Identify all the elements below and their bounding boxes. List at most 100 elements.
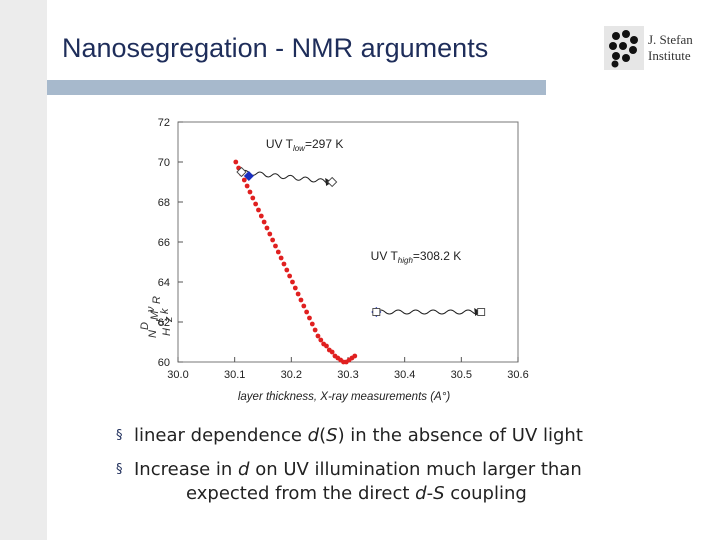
data-point bbox=[261, 219, 267, 225]
ylabel-fragment: D bbox=[139, 322, 151, 330]
data-point bbox=[292, 285, 298, 291]
ylabel-fragment: M bbox=[149, 310, 161, 320]
bullet-1-marker: § bbox=[116, 428, 123, 443]
data-point bbox=[307, 315, 312, 321]
bullet-text-run: on UV illumination much larger than bbox=[249, 459, 582, 480]
data-point bbox=[287, 273, 293, 279]
data-point bbox=[301, 303, 307, 309]
data-point bbox=[270, 237, 276, 243]
x-tick-label: 30.2 bbox=[281, 369, 302, 381]
data-point bbox=[329, 349, 335, 355]
ylabel-fragment: ν bbox=[145, 306, 157, 312]
data-point bbox=[244, 183, 250, 189]
institute-logo-icon bbox=[609, 30, 638, 68]
bullet-text-run: ) in the absence of UV light bbox=[337, 425, 583, 446]
uv-annotation: UV Thigh=308.2 K bbox=[371, 249, 462, 265]
slide-title: Nanosegregation - NMR arguments bbox=[62, 33, 489, 63]
bullet-2-text: Increase in d on UV illumination much la… bbox=[134, 459, 582, 480]
data-point-open-diamond bbox=[236, 166, 247, 178]
bullet-text-run: S bbox=[326, 425, 338, 446]
x-tick-label: 30.3 bbox=[337, 369, 358, 381]
y-tick-label: 72 bbox=[158, 117, 170, 129]
x-tick-label: 30.0 bbox=[167, 369, 188, 381]
chart-xlabel: layer thickness, X-ray measurements (A°) bbox=[238, 391, 450, 403]
data-point-open-square bbox=[477, 308, 486, 316]
data-point-diamond bbox=[243, 171, 254, 181]
data-point bbox=[295, 291, 301, 297]
y-tick-label: 60 bbox=[158, 357, 170, 369]
institute-name-line2: Institute bbox=[648, 48, 691, 63]
y-tick-label: 62 bbox=[158, 317, 170, 329]
data-point-open-diamond bbox=[326, 176, 338, 188]
data-point bbox=[324, 343, 329, 349]
bullet-text-run: Increase in bbox=[134, 459, 239, 480]
x-tick-label: 30.4 bbox=[394, 369, 415, 381]
data-point bbox=[309, 321, 315, 327]
ylabel-fragment: k bbox=[159, 308, 171, 314]
data-point bbox=[281, 261, 287, 267]
ylabel-fragment: H bbox=[161, 328, 173, 336]
data-point bbox=[247, 189, 253, 195]
institute-name-line1: J. Stefan bbox=[648, 32, 693, 47]
bullet-text-run: d bbox=[415, 483, 427, 504]
nmr-scatter-chart: 30.0 30.1 30.2 30.3 30.4 30.5 30.6 60 62 64 66 68 70… bbox=[139, 117, 529, 403]
data-point bbox=[267, 231, 273, 237]
y-tick-label: 68 bbox=[158, 197, 170, 209]
data-point bbox=[352, 353, 358, 359]
chart-annotations: UV Tlow=297 K UV Thigh=308.2 K bbox=[266, 137, 461, 265]
ylabel-fragment: z bbox=[163, 316, 175, 323]
x-tick-label: 30.5 bbox=[451, 369, 472, 381]
data-point bbox=[304, 309, 310, 315]
data-point bbox=[275, 249, 281, 255]
data-point bbox=[256, 207, 261, 213]
bullet-1: § linear dependence d(S) in the absence … bbox=[116, 424, 676, 448]
chart-plot-frame bbox=[177, 121, 519, 363]
data-point bbox=[264, 225, 270, 231]
y-tick-label: 66 bbox=[158, 237, 170, 249]
data-point bbox=[318, 337, 324, 343]
uv-annotation: UV Tlow=297 K bbox=[266, 137, 344, 153]
bullet-2-marker: § bbox=[116, 462, 123, 477]
bullet-text-run: ( bbox=[319, 425, 327, 446]
left-sidebar-band bbox=[0, 0, 47, 540]
data-point bbox=[278, 255, 284, 261]
data-point-open-square bbox=[372, 308, 381, 316]
title-underline-bar bbox=[47, 80, 546, 95]
x-tick-label: 30.1 bbox=[224, 369, 245, 381]
uv-wavy-arrow bbox=[375, 309, 482, 315]
bullet-text-run: S bbox=[433, 483, 445, 504]
chart-points bbox=[233, 159, 486, 365]
data-point bbox=[241, 177, 247, 183]
bullet-2: § Increase in d on UV illumination much … bbox=[116, 458, 676, 506]
chart-axes: 30.0 30.1 30.2 30.3 30.4 30.5 30.6 60 62 64 66 68 70… bbox=[158, 117, 529, 381]
data-point bbox=[298, 297, 304, 303]
bullet-text-run: d bbox=[238, 459, 250, 480]
data-point bbox=[258, 213, 264, 219]
y-tick-label: 64 bbox=[158, 277, 170, 289]
data-point bbox=[273, 243, 278, 249]
bullet-text-run: coupling bbox=[444, 483, 527, 504]
ylabel-fragment: R bbox=[151, 296, 163, 304]
data-point bbox=[284, 267, 290, 273]
ylabel-fragment: N bbox=[147, 330, 159, 338]
bullet-1-text: linear dependence d(S) in the absence of… bbox=[134, 425, 583, 446]
bullet-text-run: linear dependence bbox=[134, 425, 308, 446]
bullet-text-run: expected from the direct bbox=[186, 483, 416, 504]
data-point bbox=[290, 279, 295, 285]
x-tick-label: 30.6 bbox=[507, 369, 528, 381]
bullet-text-run: - bbox=[426, 483, 434, 504]
bullet-list: § linear dependence d(S) in the absence … bbox=[116, 424, 676, 516]
data-point bbox=[312, 327, 318, 333]
uv-wavy-arrow bbox=[241, 169, 333, 185]
bullet-text-run: d bbox=[307, 425, 320, 446]
data-point bbox=[253, 201, 259, 207]
y-tick-label: 70 bbox=[158, 157, 170, 169]
institute-logo bbox=[604, 26, 644, 70]
data-point bbox=[233, 159, 239, 165]
institute-name: J. Stefan Institute bbox=[648, 32, 693, 64]
data-point bbox=[315, 333, 321, 339]
bullet-2-continuation: expected from the direct d-S coupling bbox=[134, 482, 676, 506]
ylabel-fragment: d bbox=[155, 319, 167, 326]
data-point bbox=[250, 195, 256, 201]
